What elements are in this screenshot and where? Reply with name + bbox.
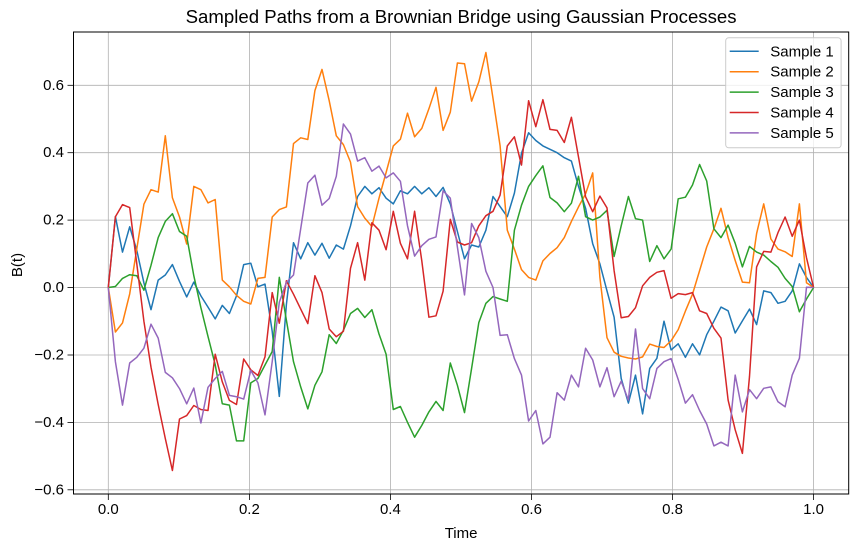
svg-text:0.2: 0.2	[43, 212, 64, 229]
svg-text:Time: Time	[445, 525, 478, 542]
svg-text:0.8: 0.8	[662, 501, 683, 518]
svg-text:−0.2: −0.2	[34, 347, 64, 364]
svg-text:0.0: 0.0	[98, 501, 119, 518]
svg-text:0.4: 0.4	[380, 501, 401, 518]
svg-text:−0.4: −0.4	[34, 414, 64, 431]
svg-text:0.6: 0.6	[521, 501, 542, 518]
svg-text:Sample 4: Sample 4	[770, 105, 833, 122]
svg-text:Sample 5: Sample 5	[770, 125, 833, 142]
svg-text:0.6: 0.6	[43, 77, 64, 94]
svg-text:Sample 3: Sample 3	[770, 84, 833, 101]
svg-text:−0.6: −0.6	[34, 481, 64, 498]
svg-text:0.2: 0.2	[239, 501, 260, 518]
svg-text:Sample 2: Sample 2	[770, 64, 833, 81]
svg-text:1.0: 1.0	[803, 501, 824, 518]
svg-text:B(t): B(t)	[9, 253, 26, 277]
svg-text:Sampled Paths from a Brownian: Sampled Paths from a Brownian Bridge usi…	[186, 6, 737, 27]
svg-text:0.0: 0.0	[43, 279, 64, 296]
svg-text:0.4: 0.4	[43, 144, 64, 161]
svg-text:Sample 1: Sample 1	[770, 43, 833, 60]
